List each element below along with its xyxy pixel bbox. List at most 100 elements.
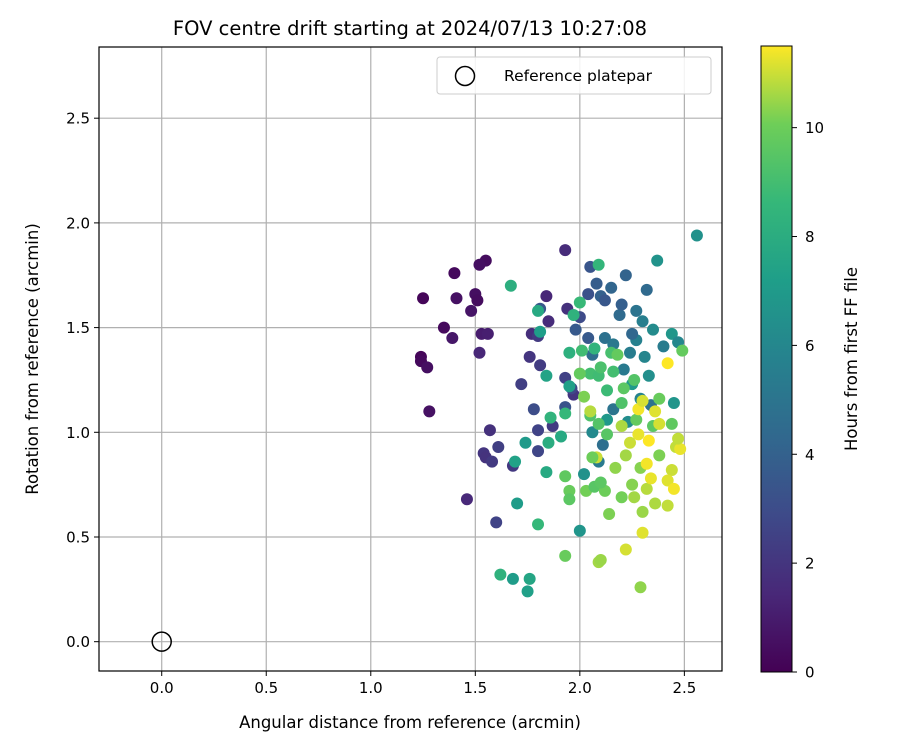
data-point — [607, 403, 620, 416]
data-point — [494, 568, 507, 581]
data-point — [492, 440, 505, 453]
data-point — [644, 472, 657, 485]
data-point — [722, 334, 734, 346]
data-point — [540, 290, 553, 303]
data-point — [471, 294, 484, 307]
data-point — [573, 524, 586, 537]
data-point — [542, 315, 555, 328]
data-point — [555, 430, 568, 443]
data-point — [592, 417, 605, 430]
data-point — [540, 466, 553, 479]
x-tick-label: 0.5 — [254, 679, 278, 697]
data-point — [504, 279, 517, 292]
legend-label: Reference platepar — [504, 67, 653, 85]
data-point — [613, 309, 626, 322]
data-point — [661, 357, 674, 370]
data-point — [611, 348, 624, 361]
data-point — [544, 411, 557, 424]
y-tick-label: 2.0 — [66, 214, 90, 232]
data-point — [638, 350, 651, 363]
data-point — [626, 327, 639, 340]
data-point — [594, 554, 607, 567]
data-point — [483, 424, 496, 437]
data-point — [642, 369, 655, 382]
data-point — [532, 445, 545, 458]
data-point — [661, 474, 674, 487]
x-tick-label: 2.0 — [568, 679, 592, 697]
x-axis-label: Angular distance from reference (arcmin) — [239, 713, 581, 732]
data-point — [642, 434, 655, 447]
data-point — [563, 484, 576, 497]
data-point — [588, 342, 601, 355]
data-point — [523, 572, 536, 585]
data-point — [632, 428, 645, 441]
data-point — [649, 497, 662, 510]
data-point — [509, 455, 522, 468]
data-point — [481, 327, 494, 340]
data-point — [586, 426, 599, 439]
data-point — [636, 394, 649, 407]
y-tick-label: 1.0 — [66, 424, 90, 442]
data-point — [590, 277, 603, 290]
data-point — [634, 581, 647, 594]
y-tick-label: 1.5 — [66, 319, 90, 337]
data-point — [617, 363, 630, 376]
data-point — [598, 294, 611, 307]
data-point — [647, 323, 660, 336]
data-point — [636, 315, 649, 328]
reference-marker-layer — [151, 631, 172, 652]
colorbar-tick-label: 8 — [805, 228, 815, 246]
data-point — [630, 413, 643, 426]
legend-box — [436, 56, 712, 95]
colorbar-ticks: 0 2 4 6 8 10 — [792, 119, 824, 682]
data-point — [690, 229, 703, 242]
legend-marker-icon — [454, 65, 476, 87]
chart-title: FOV centre drift starting at 2024/07/13 … — [173, 17, 647, 40]
data-point — [534, 359, 547, 372]
data-point — [636, 526, 649, 539]
colorbar-tick-label: 0 — [805, 664, 815, 682]
data-point — [667, 396, 680, 409]
data-point — [665, 463, 678, 476]
data-points — [414, 229, 734, 598]
colorbar-gradient — [760, 45, 793, 673]
data-point — [437, 321, 450, 334]
data-point — [605, 281, 618, 294]
data-point — [624, 346, 637, 359]
data-point — [540, 369, 553, 382]
colorbar-tick-label: 2 — [805, 555, 815, 573]
data-point — [490, 516, 503, 529]
data-point — [448, 267, 461, 280]
colorbar-label: Hours from first FF file — [842, 267, 861, 451]
legend: Reference platepar — [436, 56, 712, 95]
data-point — [563, 493, 576, 506]
data-point — [559, 244, 572, 257]
data-point — [653, 449, 666, 462]
data-point — [617, 382, 630, 395]
data-point — [615, 420, 628, 433]
data-point — [626, 478, 639, 491]
data-point — [649, 405, 662, 418]
data-point — [559, 549, 572, 562]
data-point — [607, 365, 620, 378]
data-point — [519, 436, 532, 449]
data-point — [619, 449, 632, 462]
x-tick-label: 0.0 — [150, 679, 174, 697]
data-point — [628, 491, 641, 504]
y-axis-ticks: 0.0 0.5 1.0 1.5 2.0 2.5 — [66, 110, 99, 651]
data-point — [653, 392, 666, 405]
data-point — [575, 344, 588, 357]
y-axis-label: Rotation from reference (arcmin) — [23, 223, 42, 495]
data-point — [598, 332, 611, 345]
data-point — [446, 332, 459, 345]
data-point — [636, 505, 649, 518]
data-point — [676, 344, 689, 357]
y-tick-label: 0.0 — [66, 633, 90, 651]
data-point — [582, 332, 595, 345]
data-point — [532, 304, 545, 317]
data-point — [578, 468, 591, 481]
data-point — [573, 296, 586, 309]
data-point — [640, 457, 653, 470]
x-tick-label: 2.5 — [672, 679, 696, 697]
